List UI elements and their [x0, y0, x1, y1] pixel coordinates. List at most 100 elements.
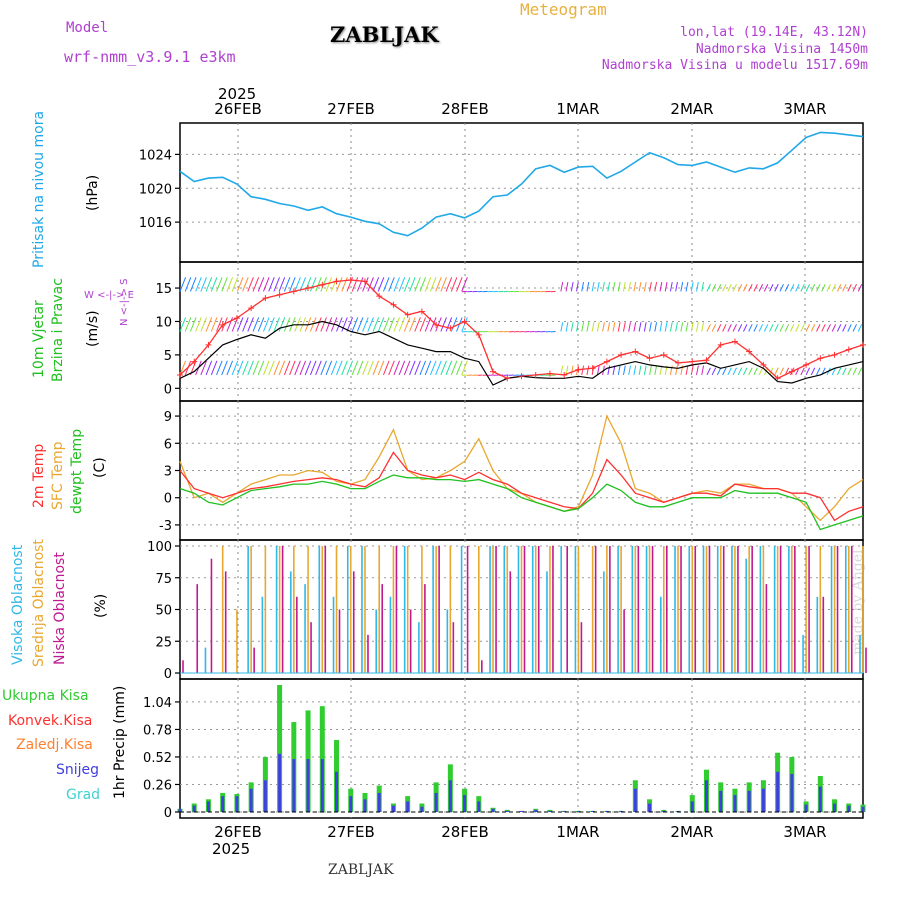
y-tick-label: 0.26 [143, 778, 172, 793]
wind-barb [607, 365, 611, 376]
precip-snow-bar [818, 786, 822, 812]
wind-barb [252, 277, 260, 292]
wind-barb [612, 281, 616, 292]
wind-compass-ns: N <-|-> S [119, 278, 130, 326]
wind-barb [435, 360, 442, 376]
wind-gust-marker [233, 315, 240, 322]
wind-barb [675, 281, 678, 292]
precip-snow-bar [534, 809, 538, 812]
wind-gust-marker [418, 308, 425, 315]
wind-barb [242, 360, 249, 376]
y-tick-label: 0 [164, 667, 172, 682]
wind-barb [273, 360, 280, 376]
wind-barb [263, 360, 270, 376]
wind-barb [372, 277, 380, 292]
wind-barb [659, 281, 663, 292]
wind-barb [257, 360, 265, 376]
wind-barb [440, 360, 447, 376]
precip-snow-bar [648, 803, 652, 812]
wind-gust-marker [546, 370, 553, 377]
wind-barb [690, 322, 694, 332]
wind-barb [821, 324, 826, 332]
wind-barb [831, 324, 837, 332]
wind-barb [242, 317, 249, 332]
date-label-bottom: 28FEB [441, 823, 488, 841]
legend-total-rain: Ukupna Kisa [2, 688, 89, 704]
wind-barb [216, 277, 223, 292]
precip-snow-bar [548, 810, 552, 812]
wind-barb [456, 277, 463, 292]
wind-barb [633, 281, 637, 292]
wind-barb [450, 360, 458, 376]
wind-barb [758, 367, 764, 376]
wind-barb [398, 360, 406, 376]
wind-barb [320, 360, 327, 376]
precip-snow-bar [292, 759, 296, 812]
wind-gust-marker [788, 368, 795, 375]
wind-barb [622, 322, 626, 332]
wind-barb [398, 277, 406, 292]
wind-barb [377, 317, 385, 332]
precip-snow-bar [505, 810, 509, 812]
precip-snow-bar [719, 790, 723, 812]
precip-snow-bar [278, 753, 282, 812]
wind-barb [231, 277, 239, 292]
wind-barb [560, 365, 564, 376]
wind-barb [570, 322, 574, 332]
wind-barb [628, 365, 631, 376]
y-tick-label: 25 [155, 635, 172, 650]
wind-barb [675, 322, 678, 332]
wind-barb [743, 284, 748, 292]
wind-barb [784, 284, 790, 292]
model-label: Model [66, 20, 109, 36]
wind-barb [748, 367, 753, 376]
precip-snow-bar [804, 804, 808, 812]
cloud-low-ylabel: Niska Oblacnost [52, 552, 68, 665]
wind-barb [842, 367, 847, 376]
bottom-date-axis: 26FEB 27FEB 28FEB 1MAR 2MAR 3MAR [214, 823, 826, 841]
wind-gust-marker [860, 341, 866, 348]
wind-unit: (m/s) [85, 310, 101, 347]
precip-snow-bar [861, 806, 865, 812]
wind-barb [732, 324, 737, 332]
wind-barb [622, 281, 626, 292]
wind-gust-marker [305, 285, 312, 292]
wind-barb [403, 360, 411, 376]
y-tick-label: 1024 [139, 148, 172, 163]
precip-snow-bar [733, 795, 737, 812]
wind-gust-marker [191, 358, 198, 365]
precip-snow-bar [591, 810, 595, 812]
wind-gust-marker [831, 351, 838, 358]
precip-snow-bar [221, 796, 225, 812]
wind-gust-marker [845, 346, 852, 353]
wind-barb [242, 277, 249, 292]
wind-barb [200, 317, 207, 332]
wind-barb [737, 284, 743, 292]
wind-barb [409, 360, 416, 376]
wind-gust-marker [561, 371, 568, 378]
wind-barb [628, 322, 631, 332]
wind-barb [612, 322, 616, 332]
wind-barb [252, 317, 260, 332]
wind-barb [753, 324, 758, 332]
year-top: 2025 [218, 85, 256, 103]
wind-barb [596, 322, 600, 332]
wind-gust-marker [290, 288, 297, 295]
precip-snow-bar [249, 788, 253, 812]
wind-barb [315, 317, 322, 332]
wind-barb [560, 322, 564, 332]
temp-unit: (C) [92, 457, 108, 478]
wind-barb [403, 317, 411, 332]
wind-barb [831, 284, 837, 292]
wind-barb [690, 281, 694, 292]
wind-barb [398, 317, 406, 332]
precip-snow-bar [463, 795, 467, 812]
wind-barb [628, 281, 631, 292]
wind-barb [581, 322, 585, 332]
wind-barb [367, 360, 374, 376]
wind-barb [377, 360, 385, 376]
wind-barb [414, 317, 421, 332]
wind-barb [346, 360, 354, 376]
wind-gust-marker [803, 361, 810, 368]
wind-gust-marker [632, 348, 639, 355]
